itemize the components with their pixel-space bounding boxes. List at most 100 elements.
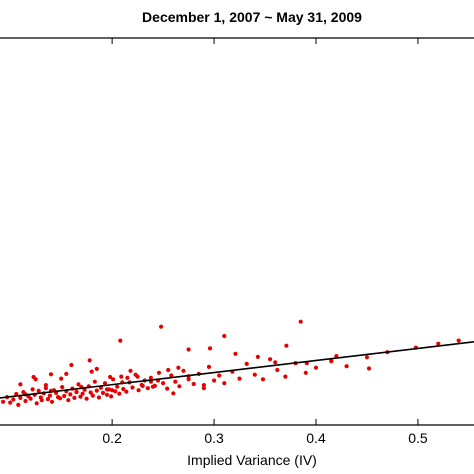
data-point [43,383,49,388]
data-point [76,382,81,387]
data-point [102,381,108,386]
data-point [273,360,278,365]
x-ticks: 0.2 0.3 0.4 0.5 [102,38,428,446]
data-points [1,319,461,407]
data-point [186,347,191,352]
data-point [140,383,145,388]
data-point [121,386,126,392]
data-point [284,343,289,348]
data-point [23,398,28,404]
data-point [108,374,113,380]
data-point [165,386,170,391]
data-point [48,372,54,377]
data-point [130,385,135,390]
data-point [136,388,141,393]
data-point [47,393,53,398]
data-point [66,398,71,403]
data-point [217,373,222,378]
data-point [237,376,242,381]
data-point [252,372,257,377]
data-point [68,392,73,397]
data-point [31,374,36,380]
x-axis-label: Implied Variance (IV) [187,452,317,468]
data-point [268,357,273,362]
data-point [255,354,260,359]
data-point [111,377,116,382]
data-point [14,391,19,397]
data-point [298,319,303,324]
data-point [58,396,63,401]
data-point [92,379,97,384]
regression-line [0,341,474,399]
data-point [64,371,69,376]
data-point [125,375,130,380]
data-point [11,397,16,402]
data-point [456,338,461,343]
data-point [366,366,372,371]
data-point [135,374,140,379]
x-tick-label: 0.2 [102,430,122,446]
data-point [104,387,110,392]
data-point [148,375,153,380]
data-point [173,379,178,384]
data-point [94,366,99,371]
data-point [39,398,44,403]
data-point [124,389,129,394]
data-point [49,399,55,404]
data-point [186,377,191,382]
data-point [275,367,280,373]
data-point [169,373,174,378]
data-point [110,388,115,393]
data-point [156,370,162,375]
data-point [207,346,213,351]
data-point [176,365,181,370]
data-point [80,391,85,396]
data-point [96,395,101,400]
data-point [260,377,266,382]
data-point [329,359,334,364]
data-point [78,394,83,399]
data-point [115,384,120,389]
data-point [8,400,13,405]
x-tick-label: 0.4 [306,430,326,446]
data-point [222,333,227,339]
data-point [60,385,65,390]
data-point [69,362,74,368]
data-point [59,376,64,381]
data-point [28,396,33,401]
data-point [177,384,182,389]
data-point [171,391,176,396]
data-point [34,401,39,406]
data-point [222,381,227,386]
data-point [159,324,164,329]
data-point [1,399,6,404]
data-point [30,387,35,392]
data-point [128,368,133,373]
data-point [94,388,99,393]
data-point [118,338,123,343]
x-tick-label: 0.3 [204,430,224,446]
data-point [104,392,110,397]
data-point [87,358,92,363]
data-point [88,390,93,395]
data-point [109,394,114,399]
data-point [334,354,339,359]
data-point [90,393,95,398]
data-point [119,374,124,379]
data-point [161,381,166,386]
data-point [181,368,186,373]
data-point [18,382,23,387]
data-point [74,389,79,394]
data-point [145,386,150,391]
data-point [233,351,238,356]
data-point [117,391,122,396]
data-point [166,367,171,373]
data-point [150,384,155,389]
data-point [303,370,308,375]
data-point [436,341,441,346]
data-point [16,402,21,407]
x-tick-label: 0.5 [408,430,428,446]
data-point [72,395,77,400]
data-point [84,396,89,401]
data-point [43,386,49,391]
